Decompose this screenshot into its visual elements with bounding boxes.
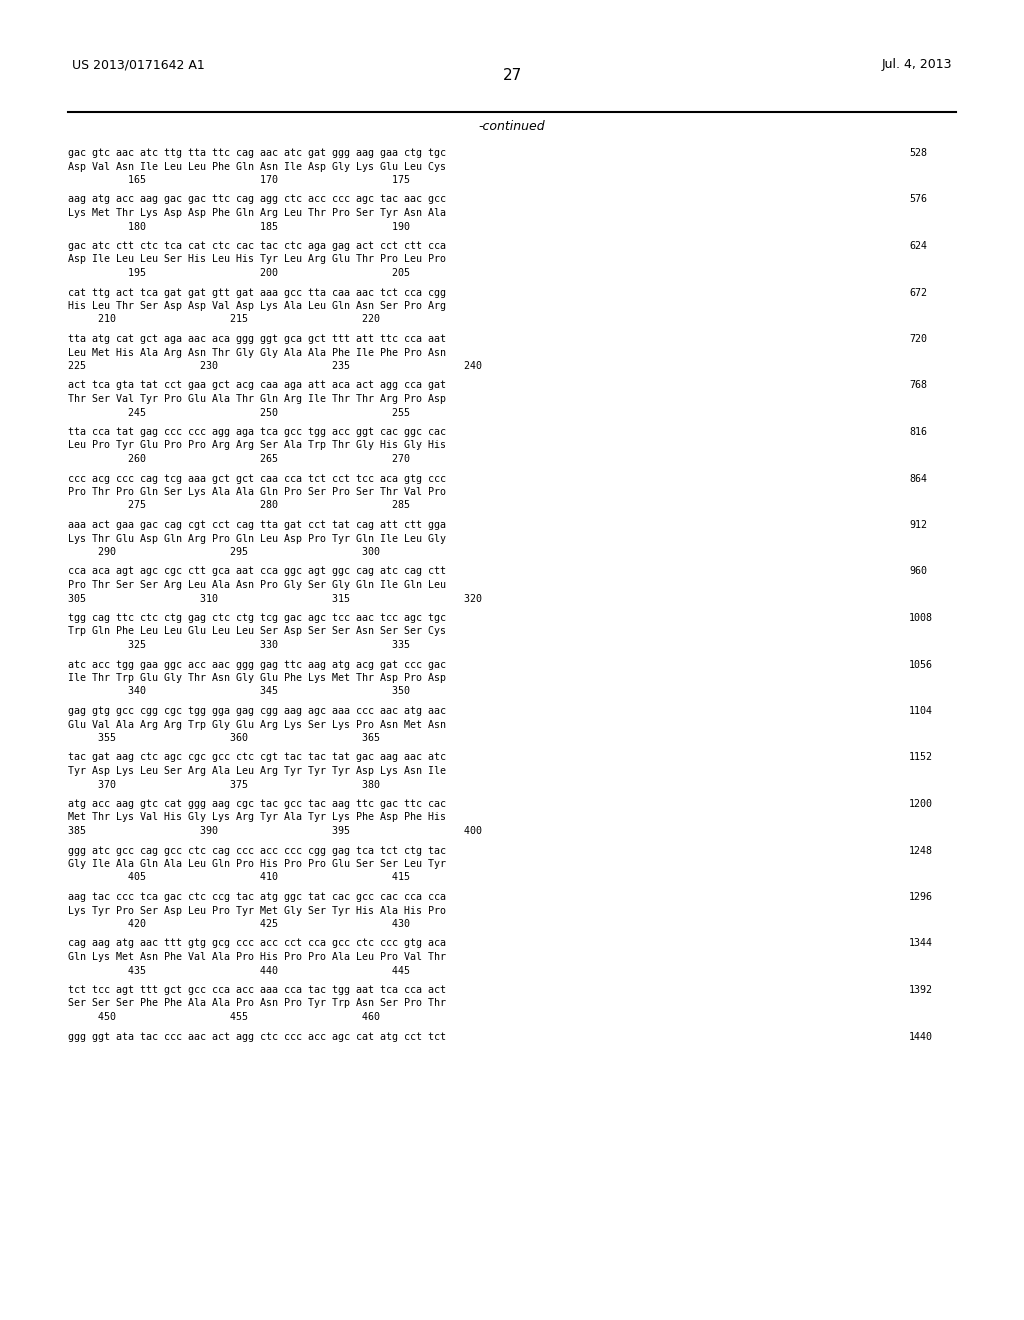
Text: Gly Ile Ala Gln Ala Leu Gln Pro His Pro Pro Glu Ser Ser Leu Tyr: Gly Ile Ala Gln Ala Leu Gln Pro His Pro … — [68, 859, 446, 869]
Text: 1440: 1440 — [909, 1031, 933, 1041]
Text: 1296: 1296 — [909, 892, 933, 902]
Text: act tca gta tat cct gaa gct acg caa aga att aca act agg cca gat: act tca gta tat cct gaa gct acg caa aga … — [68, 380, 446, 391]
Text: 768: 768 — [909, 380, 927, 391]
Text: atg acc aag gtc cat ggg aag cgc tac gcc tac aag ttc gac ttc cac: atg acc aag gtc cat ggg aag cgc tac gcc … — [68, 799, 446, 809]
Text: gag gtg gcc cgg cgc tgg gga gag cgg aag agc aaa ccc aac atg aac: gag gtg gcc cgg cgc tgg gga gag cgg aag … — [68, 706, 446, 715]
Text: 912: 912 — [909, 520, 927, 531]
Text: 1104: 1104 — [909, 706, 933, 715]
Text: 1392: 1392 — [909, 985, 933, 995]
Text: 1152: 1152 — [909, 752, 933, 763]
Text: 165                   170                   175: 165 170 175 — [68, 176, 410, 185]
Text: Thr Ser Val Tyr Pro Glu Ala Thr Gln Arg Ile Thr Thr Arg Pro Asp: Thr Ser Val Tyr Pro Glu Ala Thr Gln Arg … — [68, 393, 446, 404]
Text: US 2013/0171642 A1: US 2013/0171642 A1 — [72, 58, 205, 71]
Text: Ser Ser Ser Phe Phe Ala Ala Pro Asn Pro Tyr Trp Asn Ser Pro Thr: Ser Ser Ser Phe Phe Ala Ala Pro Asn Pro … — [68, 998, 446, 1008]
Text: Lys Tyr Pro Ser Asp Leu Pro Tyr Met Gly Ser Tyr His Ala His Pro: Lys Tyr Pro Ser Asp Leu Pro Tyr Met Gly … — [68, 906, 446, 916]
Text: tta atg cat gct aga aac aca ggg ggt gca gct ttt att ttc cca aat: tta atg cat gct aga aac aca ggg ggt gca … — [68, 334, 446, 345]
Text: -continued: -continued — [478, 120, 546, 133]
Text: 405                   410                   415: 405 410 415 — [68, 873, 410, 883]
Text: Asp Ile Leu Leu Ser His Leu His Tyr Leu Arg Glu Thr Pro Leu Pro: Asp Ile Leu Leu Ser His Leu His Tyr Leu … — [68, 255, 446, 264]
Text: 225                   230                   235                   240: 225 230 235 240 — [68, 360, 482, 371]
Text: ggg ggt ata tac ccc aac act agg ctc ccc acc agc cat atg cct tct: ggg ggt ata tac ccc aac act agg ctc ccc … — [68, 1031, 446, 1041]
Text: Pro Thr Pro Gln Ser Lys Ala Ala Gln Pro Ser Pro Ser Thr Val Pro: Pro Thr Pro Gln Ser Lys Ala Ala Gln Pro … — [68, 487, 446, 498]
Text: 370                   375                   380: 370 375 380 — [68, 780, 380, 789]
Text: 420                   425                   430: 420 425 430 — [68, 919, 410, 929]
Text: 1008: 1008 — [909, 612, 933, 623]
Text: 180                   185                   190: 180 185 190 — [68, 222, 410, 231]
Text: aaa act gaa gac cag cgt cct cag tta gat cct tat cag att ctt gga: aaa act gaa gac cag cgt cct cag tta gat … — [68, 520, 446, 531]
Text: 816: 816 — [909, 426, 927, 437]
Text: 260                   265                   270: 260 265 270 — [68, 454, 410, 465]
Text: tac gat aag ctc agc cgc gcc ctc cgt tac tac tat gac aag aac atc: tac gat aag ctc agc cgc gcc ctc cgt tac … — [68, 752, 446, 763]
Text: 528: 528 — [909, 148, 927, 158]
Text: 450                   455                   460: 450 455 460 — [68, 1012, 380, 1022]
Text: Jul. 4, 2013: Jul. 4, 2013 — [882, 58, 952, 71]
Text: tgg cag ttc ctc ctg gag ctc ctg tcg gac agc tcc aac tcc agc tgc: tgg cag ttc ctc ctg gag ctc ctg tcg gac … — [68, 612, 446, 623]
Text: 385                   390                   395                   400: 385 390 395 400 — [68, 826, 482, 836]
Text: Gln Lys Met Asn Phe Val Ala Pro His Pro Pro Ala Leu Pro Val Thr: Gln Lys Met Asn Phe Val Ala Pro His Pro … — [68, 952, 446, 962]
Text: 210                   215                   220: 210 215 220 — [68, 314, 380, 325]
Text: 355                   360                   365: 355 360 365 — [68, 733, 380, 743]
Text: ggg atc gcc cag gcc ctc cag ccc acc ccc cgg gag tca tct ctg tac: ggg atc gcc cag gcc ctc cag ccc acc ccc … — [68, 846, 446, 855]
Text: 290                   295                   300: 290 295 300 — [68, 546, 380, 557]
Text: cca aca agt agc cgc ctt gca aat cca ggc agt ggc cag atc cag ctt: cca aca agt agc cgc ctt gca aat cca ggc … — [68, 566, 446, 577]
Text: 1056: 1056 — [909, 660, 933, 669]
Text: cat ttg act tca gat gat gtt gat aaa gcc tta caa aac tct cca cgg: cat ttg act tca gat gat gtt gat aaa gcc … — [68, 288, 446, 297]
Text: cag aag atg aac ttt gtg gcg ccc acc cct cca gcc ctc ccc gtg aca: cag aag atg aac ttt gtg gcg ccc acc cct … — [68, 939, 446, 949]
Text: tta cca tat gag ccc ccc agg aga tca gcc tgg acc ggt cac ggc cac: tta cca tat gag ccc ccc agg aga tca gcc … — [68, 426, 446, 437]
Text: 624: 624 — [909, 242, 927, 251]
Text: ccc acg ccc cag tcg aaa gct gct caa cca tct cct tcc aca gtg ccc: ccc acg ccc cag tcg aaa gct gct caa cca … — [68, 474, 446, 483]
Text: 720: 720 — [909, 334, 927, 345]
Text: 27: 27 — [503, 69, 521, 83]
Text: Pro Thr Ser Ser Arg Leu Ala Asn Pro Gly Ser Gly Gln Ile Gln Leu: Pro Thr Ser Ser Arg Leu Ala Asn Pro Gly … — [68, 579, 446, 590]
Text: 195                   200                   205: 195 200 205 — [68, 268, 410, 279]
Text: aag tac ccc tca gac ctc ccg tac atg ggc tat cac gcc cac cca cca: aag tac ccc tca gac ctc ccg tac atg ggc … — [68, 892, 446, 902]
Text: 435                   440                   445: 435 440 445 — [68, 965, 410, 975]
Text: Lys Met Thr Lys Asp Asp Phe Gln Arg Leu Thr Pro Ser Tyr Asn Ala: Lys Met Thr Lys Asp Asp Phe Gln Arg Leu … — [68, 209, 446, 218]
Text: tct tcc agt ttt gct gcc cca acc aaa cca tac tgg aat tca cca act: tct tcc agt ttt gct gcc cca acc aaa cca … — [68, 985, 446, 995]
Text: Trp Gln Phe Leu Leu Glu Leu Leu Ser Asp Ser Ser Asn Ser Ser Cys: Trp Gln Phe Leu Leu Glu Leu Leu Ser Asp … — [68, 627, 446, 636]
Text: atc acc tgg gaa ggc acc aac ggg gag ttc aag atg acg gat ccc gac: atc acc tgg gaa ggc acc aac ggg gag ttc … — [68, 660, 446, 669]
Text: Tyr Asp Lys Leu Ser Arg Ala Leu Arg Tyr Tyr Tyr Asp Lys Asn Ile: Tyr Asp Lys Leu Ser Arg Ala Leu Arg Tyr … — [68, 766, 446, 776]
Text: Leu Met His Ala Arg Asn Thr Gly Gly Ala Ala Phe Ile Phe Pro Asn: Leu Met His Ala Arg Asn Thr Gly Gly Ala … — [68, 347, 446, 358]
Text: 325                   330                   335: 325 330 335 — [68, 640, 410, 649]
Text: Glu Val Ala Arg Arg Trp Gly Glu Arg Lys Ser Lys Pro Asn Met Asn: Glu Val Ala Arg Arg Trp Gly Glu Arg Lys … — [68, 719, 446, 730]
Text: 960: 960 — [909, 566, 927, 577]
Text: 1344: 1344 — [909, 939, 933, 949]
Text: 1248: 1248 — [909, 846, 933, 855]
Text: 275                   280                   285: 275 280 285 — [68, 500, 410, 511]
Text: 1200: 1200 — [909, 799, 933, 809]
Text: 305                   310                   315                   320: 305 310 315 320 — [68, 594, 482, 603]
Text: Lys Thr Glu Asp Gln Arg Pro Gln Leu Asp Pro Tyr Gln Ile Leu Gly: Lys Thr Glu Asp Gln Arg Pro Gln Leu Asp … — [68, 533, 446, 544]
Text: 672: 672 — [909, 288, 927, 297]
Text: aag atg acc aag gac gac ttc cag agg ctc acc ccc agc tac aac gcc: aag atg acc aag gac gac ttc cag agg ctc … — [68, 194, 446, 205]
Text: Leu Pro Tyr Glu Pro Pro Arg Arg Ser Ala Trp Thr Gly His Gly His: Leu Pro Tyr Glu Pro Pro Arg Arg Ser Ala … — [68, 441, 446, 450]
Text: His Leu Thr Ser Asp Asp Val Asp Lys Ala Leu Gln Asn Ser Pro Arg: His Leu Thr Ser Asp Asp Val Asp Lys Ala … — [68, 301, 446, 312]
Text: gac atc ctt ctc tca cat ctc cac tac ctc aga gag act cct ctt cca: gac atc ctt ctc tca cat ctc cac tac ctc … — [68, 242, 446, 251]
Text: 864: 864 — [909, 474, 927, 483]
Text: Ile Thr Trp Glu Gly Thr Asn Gly Glu Phe Lys Met Thr Asp Pro Asp: Ile Thr Trp Glu Gly Thr Asn Gly Glu Phe … — [68, 673, 446, 682]
Text: 576: 576 — [909, 194, 927, 205]
Text: 340                   345                   350: 340 345 350 — [68, 686, 410, 697]
Text: Met Thr Lys Val His Gly Lys Arg Tyr Ala Tyr Lys Phe Asp Phe His: Met Thr Lys Val His Gly Lys Arg Tyr Ala … — [68, 813, 446, 822]
Text: Asp Val Asn Ile Leu Leu Phe Gln Asn Ile Asp Gly Lys Glu Leu Cys: Asp Val Asn Ile Leu Leu Phe Gln Asn Ile … — [68, 161, 446, 172]
Text: gac gtc aac atc ttg tta ttc cag aac atc gat ggg aag gaa ctg tgc: gac gtc aac atc ttg tta ttc cag aac atc … — [68, 148, 446, 158]
Text: 245                   250                   255: 245 250 255 — [68, 408, 410, 417]
